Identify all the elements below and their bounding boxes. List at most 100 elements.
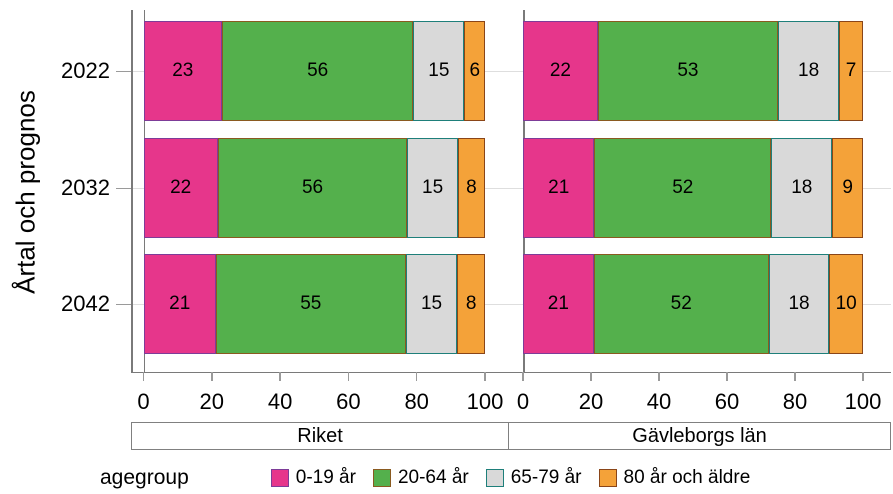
- bar-value-label: 7: [845, 59, 857, 81]
- bar-row-Gävleborgs län-2042: 21 52 18 10: [523, 253, 863, 354]
- y-tick-2042: [116, 303, 131, 305]
- x-tick-label-0-60: 60: [336, 389, 361, 414]
- x-tick-label-0-20: 20: [199, 389, 225, 414]
- bar-value-label: 9: [842, 176, 853, 198]
- bar-segment-Gävleborgs län-2042-0-19 år: 21: [523, 253, 594, 354]
- x-tick-0-0: [142, 371, 145, 381]
- x-tick-1-80: [794, 371, 796, 381]
- bar-row-Riket-2042: 21 55 15 8: [143, 253, 486, 354]
- bar-segment-Riket-2022-65-79 år: 15: [413, 20, 465, 121]
- x-tick-label-0-100: 100: [466, 389, 504, 414]
- y-tick-label-2032: 2032: [61, 174, 110, 200]
- bar-segment-Gävleborgs län-2032-65-79 år: 18: [771, 137, 833, 238]
- bar-segment-Gävleborgs län-2042-65-79 år: 18: [768, 253, 830, 354]
- bar-value-label: 23: [172, 59, 194, 81]
- panel-label-riket: Riket: [132, 423, 510, 449]
- x-tick-label-1-100: 100: [844, 389, 882, 414]
- legend-item-0-19 år: 0-19 år: [270, 467, 356, 489]
- bar-value-label: 15: [428, 59, 450, 81]
- legend-swatch-icon: [270, 469, 289, 487]
- bar-value-label: 15: [422, 176, 444, 198]
- y-axis-line: [131, 10, 133, 372]
- x-tick-1-0: [522, 371, 524, 381]
- bar-value-label: 10: [835, 292, 857, 314]
- x-tick-0-40: [279, 371, 281, 381]
- bar-segment-Riket-2032-20-64 år: 56: [217, 137, 408, 238]
- bar-value-label: 56: [301, 176, 324, 198]
- x-tick-label-1-0: 0: [516, 389, 530, 414]
- x-tick-label-1-20: 20: [578, 389, 604, 414]
- legend-item-80 år och äldre: 80 år och äldre: [598, 467, 751, 489]
- legend: agegroup 0-19 år 20-64 år 65-79 år 80 år oc…: [100, 464, 893, 492]
- x-tick-label-1-40: 40: [646, 389, 672, 414]
- legend-swatch-icon: [372, 469, 391, 487]
- bar-row-Gävleborgs län-2022: 22 53 18 7: [523, 20, 863, 121]
- bar-segment-Gävleborgs län-2022-20-64 år: 53: [597, 20, 778, 121]
- x-tick-1-40: [658, 371, 660, 381]
- bar-segment-Gävleborgs län-2022-80 år och äldre: 7: [839, 20, 863, 121]
- x-tick-label-1-80: 80: [782, 389, 808, 414]
- bar-segment-Gävleborgs län-2022-65-79 år: 18: [777, 20, 840, 121]
- x-tick-0-100: [484, 371, 486, 381]
- x-axis-line: [131, 371, 891, 374]
- bar-value-label: 21: [169, 292, 191, 314]
- panel-label-strip: Riket Gävleborgs län: [131, 422, 891, 450]
- y-tick-2022: [116, 70, 131, 72]
- bar-value-label: 15: [420, 292, 443, 314]
- legend-item-label: 80 år och äldre: [623, 467, 751, 488]
- x-tick-label-1-60: 60: [714, 389, 740, 414]
- bar-value-label: 18: [791, 176, 813, 198]
- legend-swatch-icon: [485, 469, 504, 487]
- bar-segment-Gävleborgs län-2042-80 år och äldre: 10: [829, 253, 863, 354]
- bar-value-label: 8: [465, 292, 477, 314]
- legend-item-65-79 år: 65-79 år: [485, 467, 582, 489]
- x-tick-1-20: [590, 371, 592, 381]
- bar-segment-Gävleborgs län-2042-20-64 år: 52: [593, 253, 769, 354]
- bar-row-Riket-2022: 23 56 15 6: [143, 20, 486, 121]
- bar-value-label: 55: [300, 292, 322, 314]
- bar-value-label: 21: [547, 292, 569, 314]
- bar-value-label: 22: [170, 176, 192, 198]
- x-tick-label-0-40: 40: [267, 389, 293, 414]
- bar-segment-Riket-2022-20-64 år: 56: [222, 20, 414, 121]
- panel-label-gavleborgs-lan: Gävleborgs län: [632, 424, 767, 447]
- bar-value-label: 53: [677, 59, 699, 81]
- bar-value-label: 52: [672, 176, 694, 198]
- bar-segment-Riket-2042-0-19 år: 21: [143, 253, 216, 354]
- bar-segment-Gävleborgs län-2032-0-19 år: 21: [523, 137, 595, 238]
- legend-item-20-64 år: 20-64 år: [372, 467, 469, 489]
- bar-row-Riket-2032: 22 56 15 8: [143, 137, 486, 238]
- bar-segment-Riket-2042-65-79 år: 15: [405, 253, 458, 354]
- bar-segment-Riket-2042-20-64 år: 55: [215, 253, 406, 354]
- bar-segment-Riket-2032-65-79 år: 15: [407, 137, 458, 238]
- gridline-row-2032: [131, 187, 891, 189]
- bar-value-label: 21: [548, 176, 570, 198]
- bar-segment-Riket-2032-0-19 år: 22: [143, 137, 218, 238]
- x-tick-1-60: [726, 371, 728, 381]
- bar-value-label: 18: [788, 292, 810, 314]
- bar-value-label: 52: [670, 292, 692, 314]
- bar-value-label: 8: [466, 176, 477, 198]
- gridline-row-2022: [131, 70, 891, 72]
- bar-value-label: 56: [307, 59, 329, 81]
- legend-title: agegroup: [100, 466, 189, 489]
- y-tick-label-2022: 2022: [61, 57, 110, 83]
- legend-items: 0-19 år 20-64 år 65-79 år 80 år och äldre: [270, 467, 751, 489]
- bar-segment-Gävleborgs län-2032-80 år och äldre: 9: [832, 137, 863, 238]
- bar-segment-Gävleborgs län-2032-20-64 år: 52: [594, 137, 772, 238]
- bar-row-Gävleborgs län-2032: 21 52 18 9: [523, 137, 863, 238]
- bar-segment-Riket-2032-80 år och äldre: 8: [457, 137, 485, 238]
- bar-segment-Riket-2042-80 år och äldre: 8: [457, 253, 485, 354]
- y-tick-label-2042: 2042: [61, 290, 110, 316]
- x-tick-label-0-0: 0: [137, 389, 150, 414]
- legend-swatch-icon: [598, 469, 617, 487]
- x-tick-1-100: [862, 371, 864, 381]
- x-tick-0-80: [415, 371, 418, 381]
- legend-item-label: 20-64 år: [397, 467, 469, 488]
- legend-item-label: 0-19 år: [295, 467, 356, 488]
- bar-value-label: 18: [798, 59, 820, 81]
- bar-segment-Riket-2022-80 år och äldre: 6: [464, 20, 485, 121]
- y-tick-2032: [116, 187, 131, 189]
- gridline-row-2042: [131, 303, 891, 305]
